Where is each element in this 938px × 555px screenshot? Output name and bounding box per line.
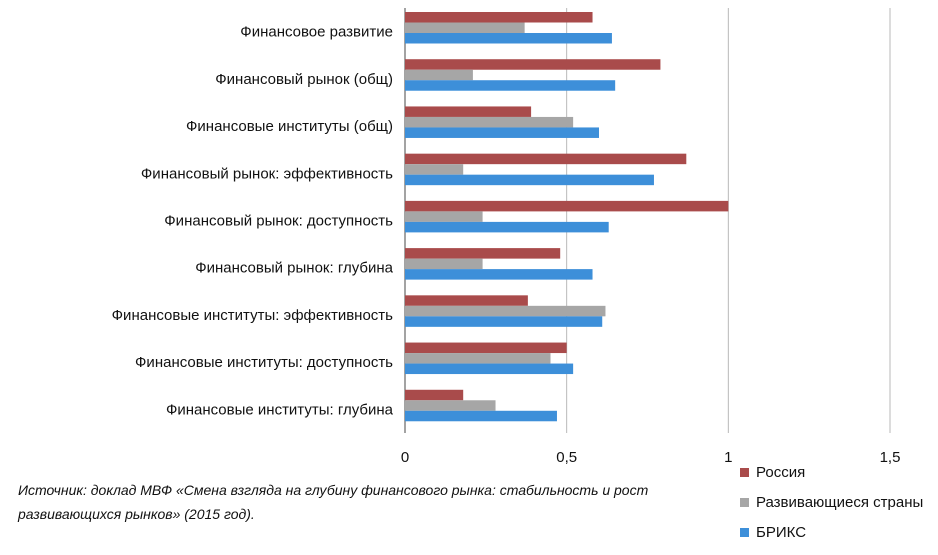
category-label-8: Финансовые институты: глубина (166, 401, 394, 418)
category-label-4: Финансовый рынок: доступность (164, 213, 393, 230)
x-tick-label-0: 0 (401, 449, 409, 466)
bar-5-series-2 (405, 269, 593, 280)
bar-1-series-1 (405, 69, 473, 81)
bar-7-series-2 (405, 363, 574, 375)
legend-label-1: Развивающиеся страны (756, 494, 923, 511)
legend-swatch-0 (740, 468, 749, 477)
legend: Россия Развивающиеся страны БРИКС (740, 464, 923, 541)
bar-0-series-2 (405, 33, 612, 44)
category-labels: Финансовое развитие Финансовый рынок (общ… (112, 24, 394, 419)
bar-1-series-0 (405, 59, 661, 70)
x-tick-labels: 0 0,5 1 1,5 (401, 449, 901, 466)
bar-1-series-2 (405, 80, 616, 91)
x-tick-label-2: 1 (724, 449, 732, 466)
bar-8-series-0 (405, 389, 464, 401)
bars (405, 12, 729, 422)
bar-4-series-2 (405, 221, 609, 233)
bar-2-series-1 (405, 116, 574, 128)
category-label-6: Финансовые институты: эффективность (112, 307, 394, 324)
category-label-0: Финансовое развитие (240, 24, 393, 41)
bar-4-series-0 (405, 200, 729, 212)
bar-7-series-1 (405, 353, 551, 364)
bar-6-series-2 (405, 316, 603, 327)
x-tick-label-3: 1,5 (880, 449, 901, 466)
bar-4-series-1 (405, 211, 483, 222)
category-label-1: Финансовый рынок (общ) (215, 71, 393, 88)
x-tick-label-1: 0,5 (556, 449, 577, 466)
legend-swatch-1 (740, 498, 749, 507)
legend-label-2: БРИКС (756, 524, 806, 541)
bar-3-series-2 (405, 174, 654, 186)
legend-swatch-2 (740, 528, 749, 537)
category-label-5: Финансовый рынок: глубина (195, 260, 393, 277)
legend-label-0: Россия (756, 464, 805, 481)
bar-2-series-0 (405, 106, 532, 117)
bar-8-series-2 (405, 410, 557, 422)
category-label-3: Финансовый рынок: эффективность (141, 165, 393, 182)
source-note: Источник: доклад МВФ «Смена взгляда на г… (18, 482, 649, 522)
bar-5-series-0 (405, 248, 561, 259)
bar-2-series-2 (405, 127, 599, 138)
bar-3-series-0 (405, 153, 687, 165)
bar-3-series-1 (405, 164, 464, 175)
bar-6-series-1 (405, 305, 606, 317)
category-label-7: Финансовые институты: доступность (135, 354, 393, 371)
bar-0-series-1 (405, 22, 525, 33)
category-label-2: Финансовые институты (общ) (186, 118, 393, 135)
bar-7-series-0 (405, 342, 567, 354)
bar-8-series-1 (405, 400, 496, 411)
bar-6-series-0 (405, 295, 528, 306)
bar-5-series-1 (405, 258, 483, 270)
bar-0-series-0 (405, 12, 593, 23)
